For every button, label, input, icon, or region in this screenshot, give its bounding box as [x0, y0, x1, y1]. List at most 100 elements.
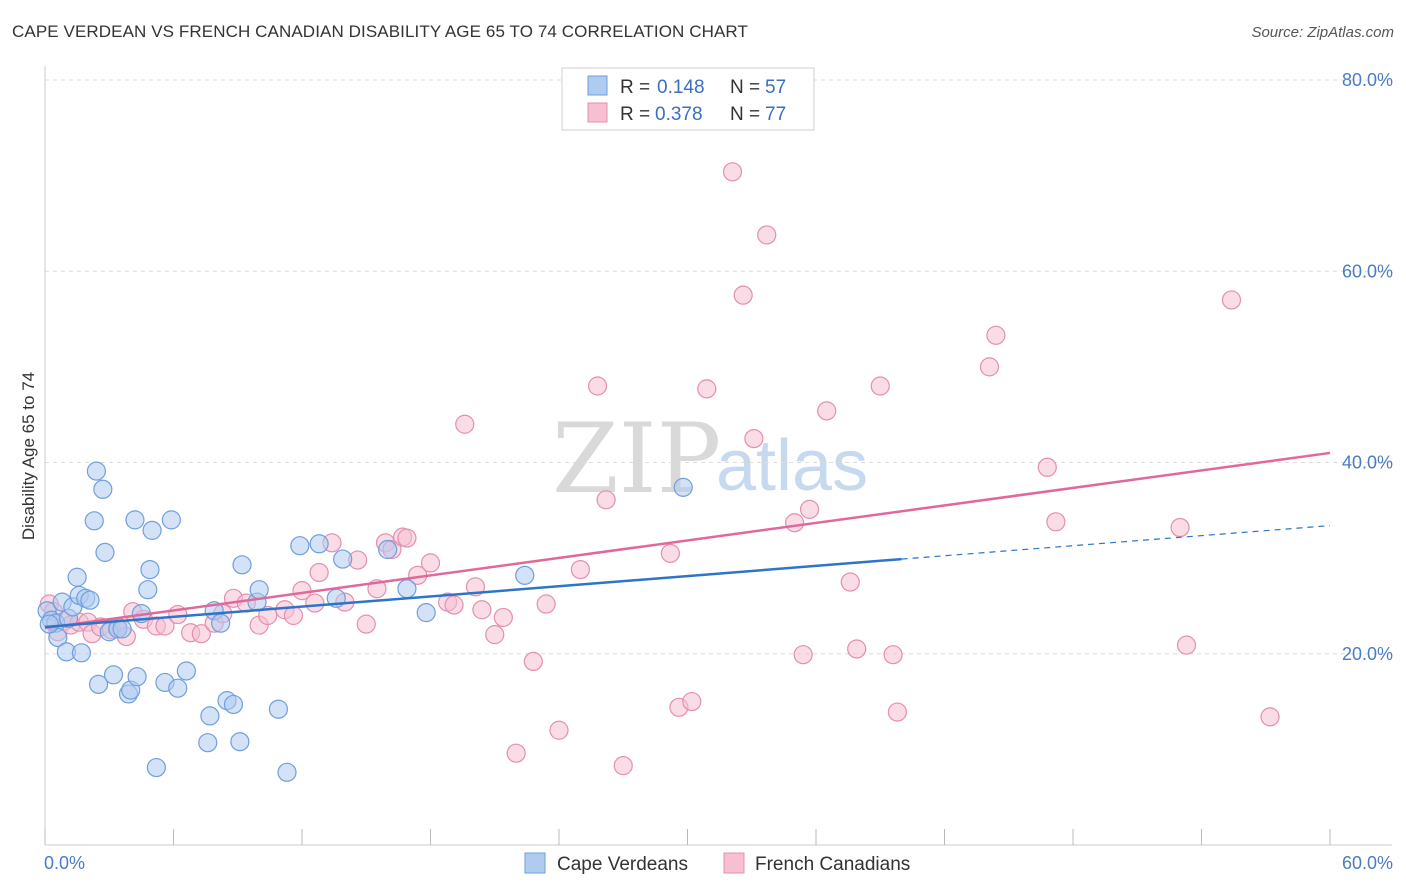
y-tick-label-3: 80.0%	[1342, 70, 1393, 90]
legend-r-value-1: 0.148	[657, 77, 705, 98]
french-canadians-point	[817, 401, 837, 421]
watermark-atlas: atlas	[716, 426, 868, 506]
cape-verdeans-point	[290, 536, 310, 556]
legend-r-label-1: R =	[620, 77, 650, 98]
cape-verdeans-point	[277, 762, 297, 782]
cape-verdeans-point	[125, 510, 145, 530]
legend-n-label-2: N =	[730, 104, 760, 125]
legend-n-value-1: 57	[765, 77, 786, 98]
y-tick-label-1: 40.0%	[1342, 453, 1393, 473]
cape-verdeans-point	[333, 549, 353, 569]
legend-swatch-blue	[587, 75, 608, 96]
x-tick-label-0: 0.0%	[44, 853, 85, 873]
cape-verdeans-point	[39, 614, 59, 634]
tick-labels: 20.0% 40.0% 60.0% 80.0% 0.0% 60.0%	[44, 70, 1393, 873]
cape-verdeans-point	[142, 520, 162, 540]
french-canadians-point	[744, 428, 764, 449]
french-canadians-point	[549, 720, 569, 740]
french-canadians-point	[397, 528, 417, 548]
chart-title: CAPE VERDEAN VS FRENCH CANADIAN DISABILI…	[12, 22, 748, 41]
cape-verdeans-point	[200, 706, 220, 726]
y-axis-title: Disability Age 65 to 74	[19, 372, 38, 540]
cape-verdeans-point	[127, 667, 147, 687]
french-canadians-point	[1046, 512, 1066, 532]
french-canadians-point	[258, 605, 278, 626]
cape-verdeans-point	[232, 555, 252, 575]
legend-n-value-2: 77	[765, 104, 786, 125]
french-canadians-point	[799, 499, 820, 519]
french-canadians-trend-line	[44, 451, 1331, 630]
cape-verdeans-point	[198, 733, 218, 753]
source-label: Source: ZipAtlas.com	[1251, 24, 1394, 41]
french-canadians-point	[536, 594, 556, 614]
french-canadians-point	[1260, 707, 1280, 727]
french-canadians-point	[455, 414, 475, 434]
french-canadians-point	[309, 562, 329, 583]
french-canadians-point	[757, 225, 777, 245]
cape-verdeans-point	[138, 580, 158, 600]
cape-verdeans-point	[48, 627, 68, 648]
french-canadians-point	[1176, 635, 1197, 655]
cape-verdeans-point	[95, 542, 115, 562]
french-canadians-point	[587, 376, 608, 396]
cape-verdeans-point	[230, 732, 250, 752]
french-canadians-point	[506, 743, 526, 763]
french-canadians-point	[283, 605, 304, 626]
cape-verdeans-point	[397, 579, 417, 599]
french-canadians-point	[697, 379, 717, 399]
y-tick-label-2: 60.0%	[1342, 261, 1393, 281]
axes	[44, 66, 1392, 846]
french-canadians-point	[356, 614, 376, 634]
y-tick-label-0: 20.0%	[1342, 644, 1393, 664]
cape-verdeans-point	[84, 511, 104, 531]
cape-verdeans-point	[176, 661, 196, 681]
french-canadians-point	[722, 162, 743, 182]
french-canadians-point	[660, 543, 680, 563]
french-canadians-point	[444, 595, 464, 615]
legend: R = 0.148 N = 57 R = 0.378 N = 77	[561, 67, 815, 131]
french-canadians-point	[979, 357, 1000, 377]
cape-verdeans-point	[71, 643, 92, 663]
bottom-legend-label-pink: French Canadians	[755, 854, 910, 875]
french-canadians-point	[523, 651, 543, 672]
bottom-legend-swatch-pink	[723, 852, 745, 874]
legend-swatch-pink	[587, 102, 608, 123]
french-canadians-point	[485, 625, 505, 645]
cape-verdeans-point	[80, 590, 100, 610]
watermark-zip: ZIP	[552, 403, 721, 515]
french-canadians-point	[682, 691, 702, 712]
french-canadians-point	[305, 593, 325, 613]
french-canadians-point	[883, 645, 903, 665]
cape-verdeans-point	[515, 565, 535, 585]
french-canadians-point	[986, 325, 1006, 345]
cape-verdeans-point	[223, 694, 244, 715]
legend-r-label-2: R =	[620, 104, 650, 125]
trend-lines	[44, 451, 1331, 630]
french-canadians-point	[472, 600, 492, 620]
cape-verdeans-point	[416, 603, 436, 623]
french-canadians-point	[784, 513, 805, 533]
cape-verdeans-point	[673, 477, 693, 497]
grid-lines	[45, 79, 1392, 655]
cape-verdeans-point	[103, 665, 124, 685]
french-canadians-point	[596, 490, 616, 510]
french-canadians-point	[1170, 517, 1190, 538]
french-canadians-point	[1037, 457, 1057, 477]
cape-verdeans-point	[168, 678, 188, 698]
cape-verdeans-points	[37, 461, 693, 782]
french-canadians-point	[887, 702, 907, 722]
french-canadians-point	[733, 285, 753, 305]
bottom-legend-label-blue: Cape Verdeans	[557, 854, 688, 875]
french-canadians-point	[570, 559, 591, 580]
cape-verdeans-point	[140, 559, 160, 580]
cape-verdeans-point	[67, 567, 87, 587]
french-canadians-point	[793, 645, 813, 665]
french-canadians-point	[870, 376, 890, 396]
bottom-legend-swatch-blue	[524, 852, 546, 874]
cape-verdeans-point	[86, 461, 107, 481]
x-tick-label-1: 60.0%	[1342, 853, 1393, 873]
french-canadians-point	[420, 553, 441, 573]
cape-verdeans-point	[378, 539, 398, 560]
cape-verdeans-point	[146, 757, 166, 778]
french-canadians-point	[847, 639, 867, 659]
